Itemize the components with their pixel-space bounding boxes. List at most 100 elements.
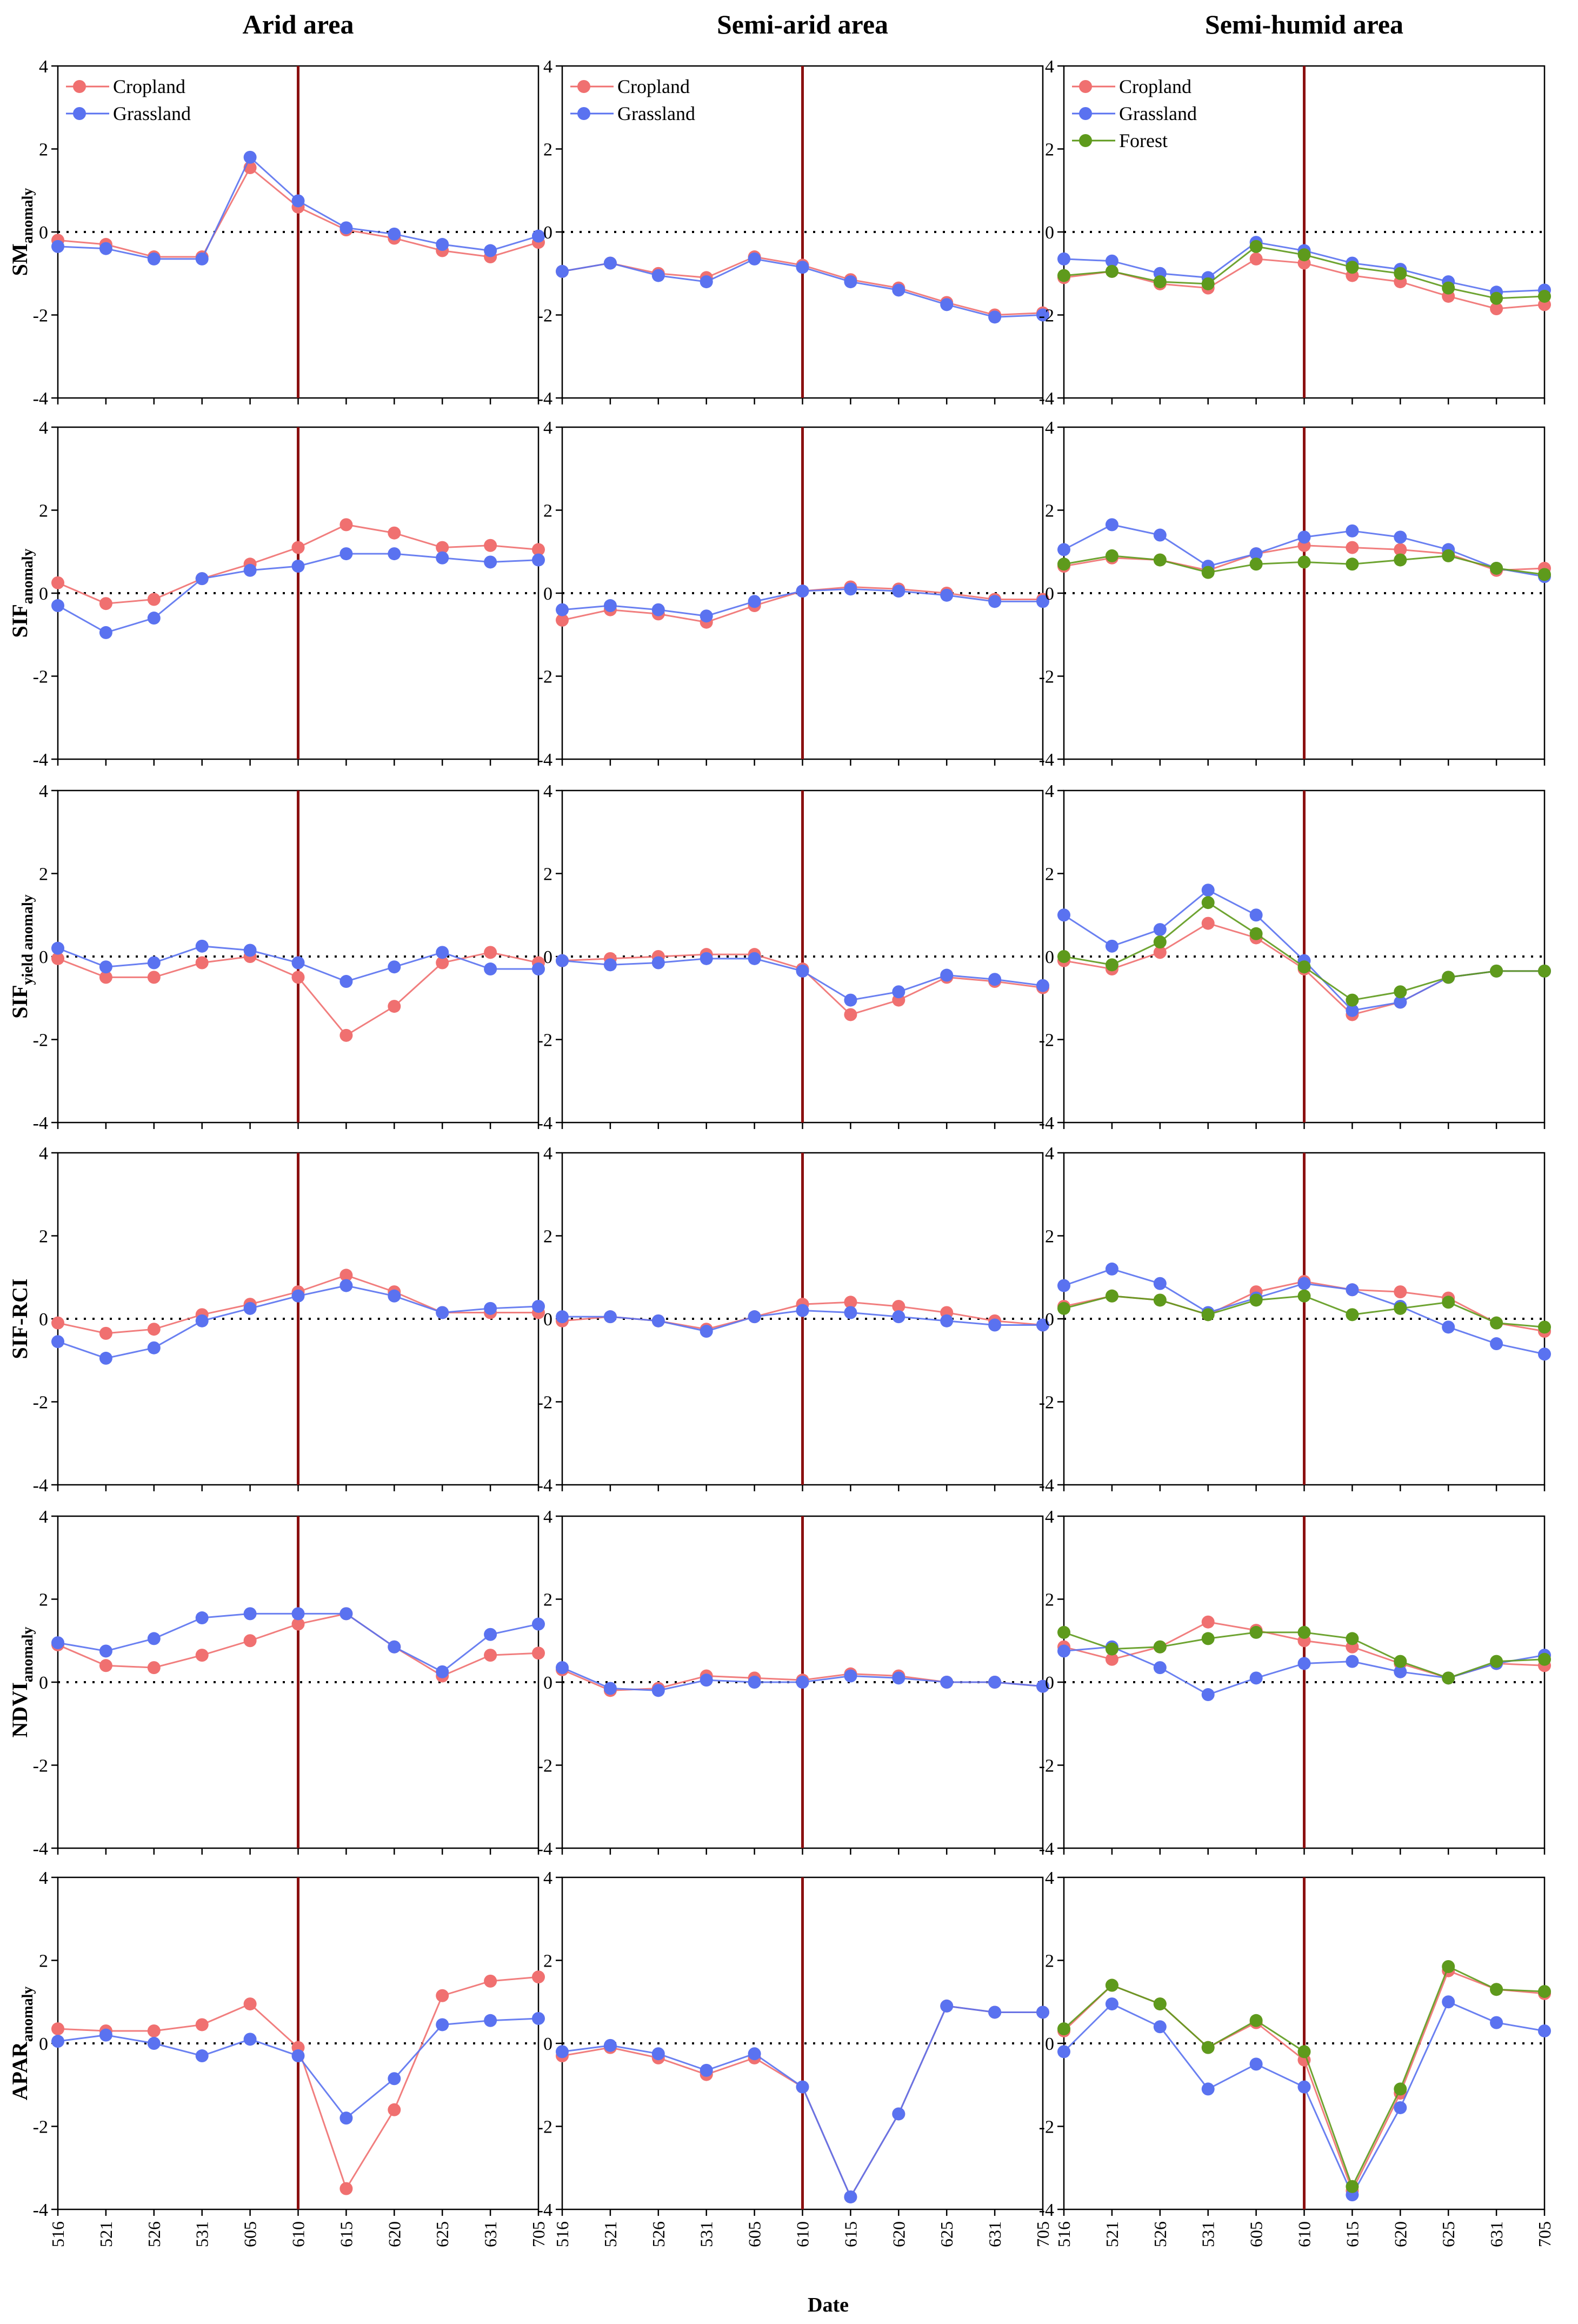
data-point-forest bbox=[1297, 1625, 1311, 1639]
data-point-forest bbox=[1442, 1296, 1455, 1309]
data-point-grassland bbox=[484, 555, 497, 569]
data-point-forest bbox=[1490, 291, 1503, 305]
data-point-grassland bbox=[556, 1661, 569, 1675]
data-point-grassland bbox=[892, 283, 905, 297]
data-point-grassland bbox=[195, 939, 209, 953]
data-point-grassland bbox=[988, 1676, 1002, 1689]
data-point-forest bbox=[1057, 269, 1070, 282]
x-tick-label: 521 bbox=[601, 2221, 620, 2247]
y-tick-label: -4 bbox=[33, 1113, 48, 1133]
data-point-cropland bbox=[532, 1970, 545, 1984]
x-axis-label: Date bbox=[808, 2294, 849, 2316]
data-point-forest bbox=[1249, 2014, 1263, 2027]
data-point-forest bbox=[1105, 549, 1118, 562]
y-tick-label: -2 bbox=[1039, 1393, 1054, 1413]
y-tick-label: 0 bbox=[1045, 947, 1054, 967]
data-point-grassland bbox=[603, 958, 617, 972]
data-point-grassland bbox=[940, 1676, 954, 1689]
data-point-grassland bbox=[796, 261, 809, 274]
y-axis-label-main: SM bbox=[8, 243, 32, 276]
data-point-cropland bbox=[243, 1997, 257, 2011]
data-point-grassland bbox=[556, 264, 569, 278]
data-point-grassland bbox=[99, 960, 112, 974]
y-tick-label: 2 bbox=[39, 1590, 48, 1610]
y-tick-label: -4 bbox=[537, 2200, 552, 2220]
data-point-forest bbox=[1105, 958, 1118, 972]
data-point-grassland bbox=[700, 952, 713, 965]
data-point-grassland bbox=[844, 1306, 857, 1319]
y-tick-label: -4 bbox=[537, 750, 552, 770]
data-point-grassland bbox=[1201, 1688, 1215, 1702]
data-point-forest bbox=[1442, 1960, 1455, 1974]
x-tick-label: 625 bbox=[1439, 2221, 1458, 2247]
legend-marker bbox=[1079, 80, 1092, 93]
panel-1-0: -4 -2 0 2 4 SIFanomaly bbox=[8, 418, 545, 770]
data-point-forest bbox=[1394, 1302, 1407, 1315]
data-point-grassland bbox=[700, 1674, 713, 1687]
data-point-forest bbox=[1538, 1652, 1551, 1666]
data-point-grassland bbox=[940, 298, 954, 311]
y-tick-label: 0 bbox=[543, 1673, 552, 1693]
data-point-grassland bbox=[748, 1676, 761, 1689]
data-point-cropland bbox=[484, 1649, 497, 1662]
data-point-cropland bbox=[1105, 1652, 1118, 1666]
y-tick-label: 4 bbox=[543, 418, 552, 438]
data-point-grassland bbox=[988, 310, 1002, 324]
data-point-grassland bbox=[195, 1611, 209, 1625]
data-point-grassland bbox=[748, 252, 761, 265]
data-point-grassland bbox=[1394, 995, 1407, 1009]
y-tick-label: -2 bbox=[1039, 667, 1054, 687]
data-point-grassland bbox=[99, 242, 112, 255]
y-tick-label: 2 bbox=[39, 1227, 48, 1247]
data-point-grassland bbox=[988, 595, 1002, 608]
data-point-cropland bbox=[99, 597, 112, 610]
panel-5-2: -4 -2 0 2 4 516 521 526 531 605 610 615 620 625 631 705 bbox=[1039, 1868, 1554, 2247]
y-tick-label: -2 bbox=[33, 306, 48, 326]
y-tick-label: 0 bbox=[39, 223, 48, 243]
data-point-cropland bbox=[99, 1326, 112, 1340]
data-point-grassland bbox=[147, 2037, 161, 2050]
data-point-grassland bbox=[532, 1299, 545, 1313]
data-point-grassland bbox=[844, 582, 857, 596]
y-axis-label-subscript: yield anomaly bbox=[19, 894, 36, 985]
x-tick-label: 620 bbox=[1390, 2221, 1410, 2247]
data-point-grassland bbox=[603, 256, 617, 270]
data-point-grassland bbox=[892, 985, 905, 999]
x-tick-label: 620 bbox=[384, 2221, 404, 2247]
data-point-forest bbox=[1538, 964, 1551, 978]
data-point-forest bbox=[1153, 275, 1167, 289]
data-point-grassland bbox=[700, 2063, 713, 2077]
data-point-grassland bbox=[1036, 979, 1049, 992]
data-point-grassland bbox=[844, 275, 857, 289]
y-tick-label: 0 bbox=[1045, 223, 1054, 243]
data-point-forest bbox=[1057, 1625, 1070, 1639]
data-point-grassland bbox=[388, 227, 401, 241]
data-point-forest bbox=[1249, 240, 1263, 253]
y-tick-label: -2 bbox=[33, 667, 48, 687]
data-point-grassland bbox=[195, 1314, 209, 1327]
data-point-grassland bbox=[388, 960, 401, 974]
data-point-forest bbox=[1153, 935, 1167, 949]
data-point-cropland bbox=[147, 2024, 161, 2037]
y-tick-label: 2 bbox=[1045, 140, 1054, 160]
y-tick-label: 2 bbox=[543, 140, 552, 160]
y-tick-label: 4 bbox=[543, 57, 552, 77]
data-point-grassland bbox=[1442, 1995, 1455, 2009]
y-tick-label: -2 bbox=[1039, 1031, 1054, 1051]
data-point-cropland bbox=[388, 1000, 401, 1013]
panel-2-0: -4 -2 0 2 4 SIFyield anomaly bbox=[8, 781, 545, 1133]
data-point-grassland bbox=[1105, 254, 1118, 268]
y-axis-label-subscript: anomaly bbox=[19, 549, 36, 605]
data-point-cropland bbox=[339, 1269, 353, 1282]
data-point-grassland bbox=[1057, 908, 1070, 922]
data-point-cropland bbox=[1201, 1615, 1215, 1629]
y-tick-label: 4 bbox=[1045, 1507, 1054, 1527]
y-tick-label: -4 bbox=[33, 1476, 48, 1496]
data-point-grassland bbox=[796, 585, 809, 598]
panel-4-0: -4 -2 0 2 4 NDVIanomaly bbox=[8, 1507, 545, 1859]
data-point-forest bbox=[1153, 1997, 1167, 2011]
y-tick-label: 4 bbox=[1045, 57, 1054, 77]
data-point-forest bbox=[1105, 264, 1118, 278]
data-point-cropland bbox=[339, 2182, 353, 2195]
